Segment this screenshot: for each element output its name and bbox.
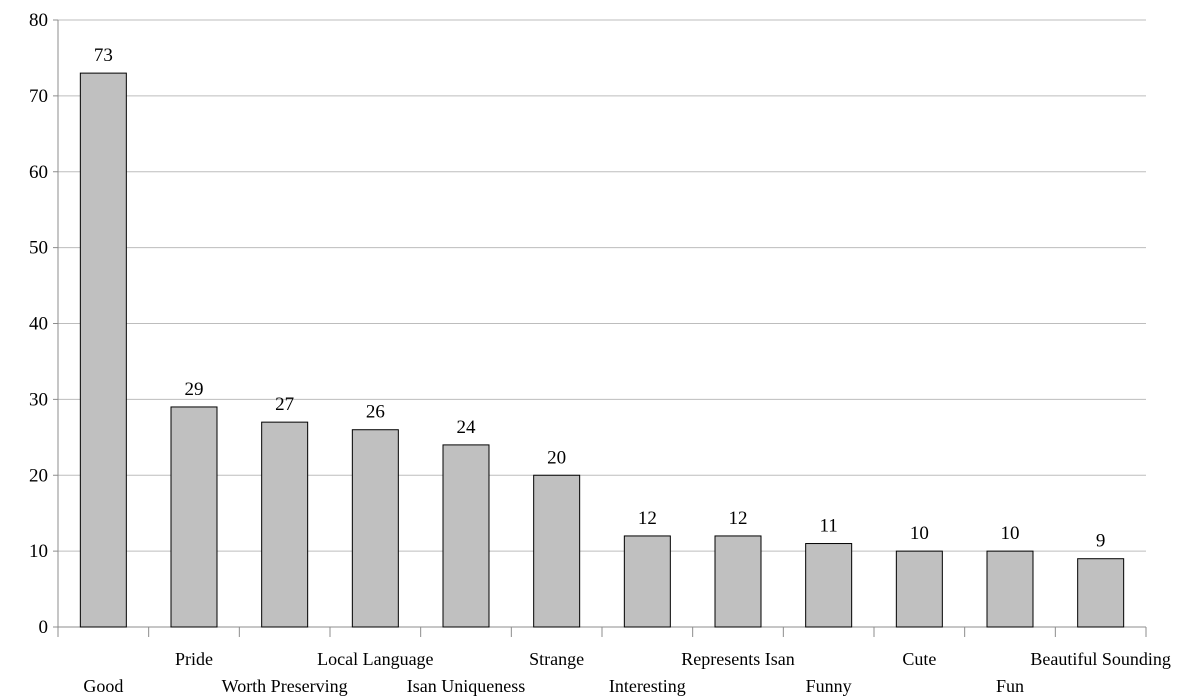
data-label: 26: [366, 402, 385, 423]
data-label: 73: [94, 45, 113, 66]
bars: [79, 72, 1125, 628]
y-tick-label: 20: [29, 465, 48, 486]
category-label: Interesting: [609, 676, 686, 696]
bar: [805, 543, 853, 628]
category-label: Funny: [806, 676, 852, 696]
data-label: 20: [547, 447, 566, 468]
bar: [623, 535, 671, 628]
bar: [79, 72, 127, 628]
bar: [1077, 558, 1125, 628]
bar: [895, 550, 943, 628]
data-label: 10: [1001, 523, 1020, 544]
category-label: Fun: [996, 676, 1024, 696]
data-label: 29: [185, 379, 204, 400]
y-tick-label: 80: [29, 10, 48, 31]
axes: [53, 19, 1147, 637]
category-label: Pride: [175, 649, 213, 669]
y-tick-label: 30: [29, 389, 48, 410]
data-label: 27: [275, 394, 294, 415]
y-tick-label: 0: [39, 617, 49, 638]
bar: [533, 474, 581, 628]
category-labels: Good Pride Worth Preserving Local Language I…: [83, 649, 1171, 696]
category-label: Cute: [902, 649, 936, 669]
y-tick-label: 50: [29, 238, 48, 259]
category-label: Isan Uniqueness: [407, 676, 525, 696]
grid-lines: [58, 19, 1146, 552]
data-label: 12: [638, 508, 657, 529]
category-label: Good: [83, 676, 123, 696]
y-tick-label: 70: [29, 86, 48, 107]
data-label: 9: [1096, 531, 1106, 552]
bar: [170, 406, 218, 628]
y-tick-labels: 0 10 20 30 40 50 60 70 80: [29, 10, 48, 638]
data-labels: 73 29 27 26 24 20 12 12 11 10 10 9: [94, 45, 1106, 552]
bar: [351, 429, 399, 628]
category-label: Represents Isan: [681, 649, 794, 669]
bar: [714, 535, 762, 628]
bar: [261, 421, 309, 628]
category-label: Worth Preserving: [222, 676, 348, 696]
category-label: Local Language: [317, 649, 433, 669]
bar: [986, 550, 1034, 628]
data-label: 11: [820, 516, 838, 537]
category-label: Strange: [529, 649, 584, 669]
data-label: 10: [910, 523, 929, 544]
y-tick-label: 10: [29, 541, 48, 562]
data-label: 24: [457, 417, 477, 438]
data-label: 12: [729, 508, 748, 529]
y-tick-label: 60: [29, 162, 48, 183]
category-label: Beautiful Sounding: [1030, 649, 1171, 669]
y-tick-label: 40: [29, 314, 48, 335]
bar: [442, 444, 490, 628]
